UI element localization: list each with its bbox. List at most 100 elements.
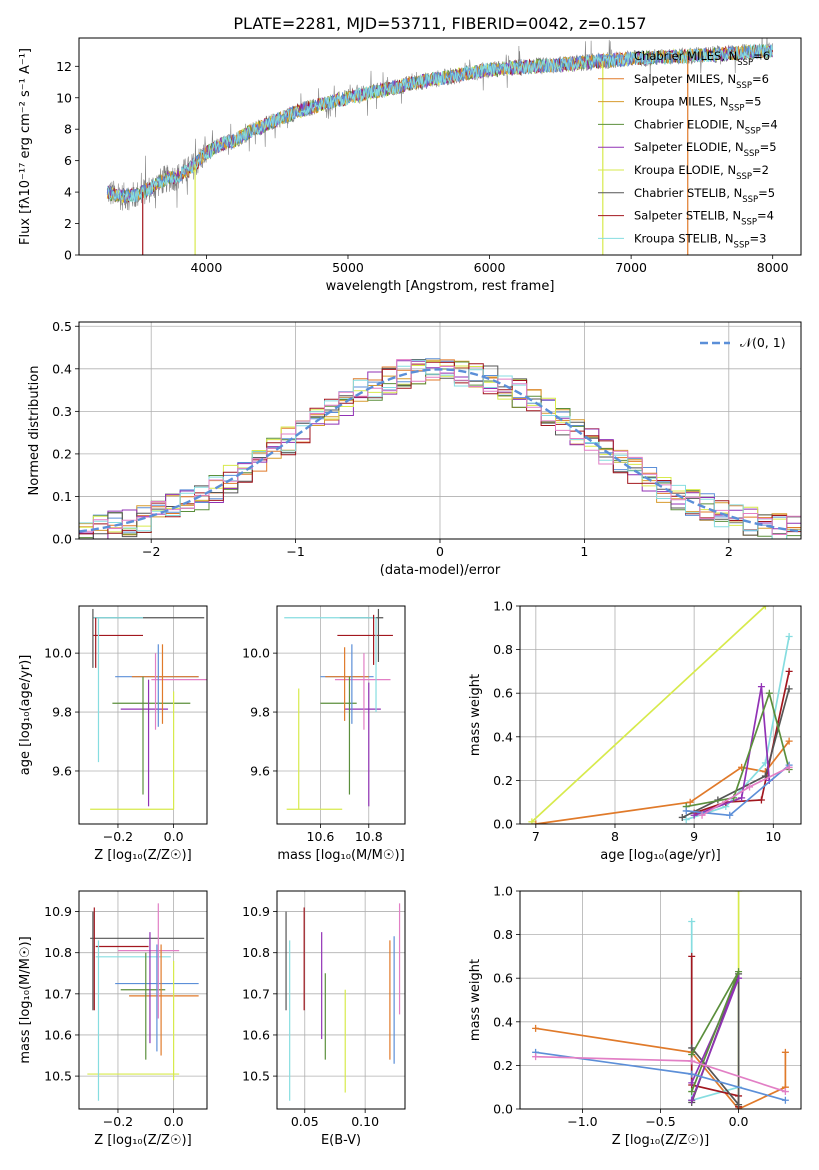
y-tick-label: 0.4	[493, 729, 513, 744]
x-tick-label: 10	[765, 829, 781, 844]
panel-weight_vs_Z: −1.0 −0.5 0.0 0.0 0.2 0.4 0.6 0.8 1.0 Z [log₁₀(Z/…	[468, 884, 802, 1148]
y-tick-label: 10.6	[44, 1027, 72, 1042]
y-tick-label: 0.5	[52, 319, 72, 334]
plot-area	[79, 358, 801, 539]
y-tick-label: 0.3	[52, 404, 72, 419]
weight-marker	[688, 1096, 696, 1104]
plot-area	[90, 608, 207, 810]
legend-entry: Chabrier ELODIE, NSSP=4	[634, 117, 778, 136]
y-tick-label: 10.9	[44, 904, 72, 919]
x-tick-label: 5000	[332, 260, 364, 275]
panel-mass_vs_Z: −0.2 0.0 10.5 10.6 10.7 10.8 10.9 Z [log₁₀(Z/Z☉…	[18, 890, 208, 1148]
x-axis-label: Z [log₁₀(Z/Z☉)]	[94, 1133, 191, 1148]
y-tick-label: 0.2	[493, 773, 513, 788]
y-tick-label: 9.8	[52, 705, 72, 720]
x-tick-label: 10.8	[355, 829, 383, 844]
weight-line	[531, 606, 766, 823]
weight-marker	[735, 891, 743, 895]
weight-marker	[785, 737, 793, 745]
x-tick-label: −1	[286, 544, 304, 559]
x-tick-label: −0.5	[645, 1114, 675, 1129]
y-tick-label: 12	[56, 59, 72, 74]
weight-line	[693, 686, 771, 817]
weight-marker	[738, 794, 746, 802]
y-tick-label: 4	[64, 185, 72, 200]
x-tick-label: 10.6	[307, 829, 335, 844]
weight-marker	[690, 811, 698, 819]
axes-frame	[78, 37, 802, 256]
x-axis-label: age [log₁₀(age/yr)]	[600, 848, 721, 863]
weight-marker	[781, 1096, 789, 1104]
panel-age_vs_mass: 10.6 10.8 9.6 9.8 10.0 mass [log₁₀(M/M☉)]	[242, 605, 406, 863]
axes-frame	[78, 605, 208, 825]
y-tick-label: 9.6	[52, 763, 72, 778]
axes-frame	[78, 890, 208, 1110]
y-tick-label: 10.9	[242, 904, 270, 919]
x-tick-label: 0.05	[291, 1114, 319, 1129]
weight-marker	[785, 685, 793, 693]
weight-marker	[688, 918, 696, 926]
weight-marker	[785, 633, 793, 641]
panel-residuals: −2 −1 0 1 2 0.0 0.1 0.2 0.3 0.4 0.5 (data-model)/er…	[27, 319, 802, 578]
legend-entry: 𝒩(0, 1)	[740, 335, 786, 350]
x-tick-label: 0.0	[729, 1114, 749, 1129]
y-tick-label: 0.8	[493, 642, 513, 657]
weight-marker	[682, 816, 690, 824]
legend-entry: Salpeter ELODIE, NSSP=5	[634, 140, 777, 159]
plot-area	[285, 903, 401, 1101]
weight-marker	[785, 763, 793, 771]
y-tick-label: 0.0	[52, 532, 72, 547]
weight-marker	[682, 807, 690, 815]
panel-spectrum: 4000 5000 6000 7000 8000 0 2 4 6 8 10 12 wavelength …	[18, 37, 802, 294]
x-tick-label: −0.2	[103, 1114, 133, 1129]
weight-marker	[532, 1053, 540, 1061]
weight-marker	[678, 813, 686, 821]
legend-entry: Salpeter MILES, NSSP=6	[634, 72, 769, 91]
plot-area	[528, 606, 793, 824]
y-tick-label: 2	[64, 216, 72, 231]
normal-curve	[79, 368, 801, 533]
y-tick-label: 9.6	[250, 763, 270, 778]
weight-line	[690, 977, 740, 1101]
weight-marker	[532, 820, 540, 824]
y-tick-label: 10.0	[44, 646, 72, 661]
x-tick-label: −1.0	[567, 1114, 597, 1129]
weight-marker	[688, 1044, 696, 1052]
legend-entry: Salpeter STELIB, NSSP=4	[634, 209, 774, 228]
weight-marker	[761, 606, 769, 610]
y-tick-label: 8	[64, 122, 72, 137]
x-axis-label: wavelength [Angstrom, rest frame]	[326, 279, 555, 294]
x-axis-label: E(B-V)	[321, 1133, 361, 1148]
y-tick-label: 10.7	[44, 986, 72, 1001]
x-tick-label: 6000	[474, 260, 506, 275]
x-axis-label: (data-model)/error	[380, 563, 501, 578]
weight-marker	[532, 1024, 540, 1032]
x-tick-label: −0.2	[103, 829, 133, 844]
x-tick-label: 2	[725, 544, 733, 559]
legend-entry: Kroupa STELIB, NSSP=3	[634, 231, 766, 250]
x-tick-label: 7	[532, 829, 540, 844]
y-tick-label: 0.0	[493, 1102, 513, 1117]
model-spectrum	[106, 43, 773, 203]
weight-marker	[765, 689, 773, 697]
legend: 𝒩(0, 1)	[700, 335, 786, 350]
y-tick-label: 10.5	[44, 1069, 72, 1084]
weight-marker	[688, 1070, 696, 1078]
legend-entry: Kroupa ELODIE, NSSP=2	[634, 163, 769, 182]
figure-title: PLATE=2281, MJD=53711, FIBERID=0042, z=0…	[233, 14, 646, 33]
panel-mass_vs_ebv: 0.05 0.10 10.5 10.6 10.7 10.8 10.9 E(B-V)	[242, 890, 406, 1148]
weight-marker	[688, 1051, 696, 1058]
weight-marker	[698, 811, 706, 819]
y-tick-label: 10.5	[242, 1069, 270, 1084]
weight-marker	[746, 783, 754, 791]
x-axis-label: Z [log₁₀(Z/Z☉)]	[94, 848, 191, 863]
y-tick-label: 10	[56, 90, 72, 105]
weight-marker	[688, 952, 696, 960]
y-tick-label: 0.2	[493, 1058, 513, 1073]
legend-entry: Chabrier STELIB, NSSP=5	[634, 186, 775, 205]
weight-marker	[781, 1088, 789, 1096]
weight-marker	[688, 1079, 696, 1087]
weight-marker	[757, 683, 765, 691]
y-tick-label: 10.0	[242, 646, 270, 661]
